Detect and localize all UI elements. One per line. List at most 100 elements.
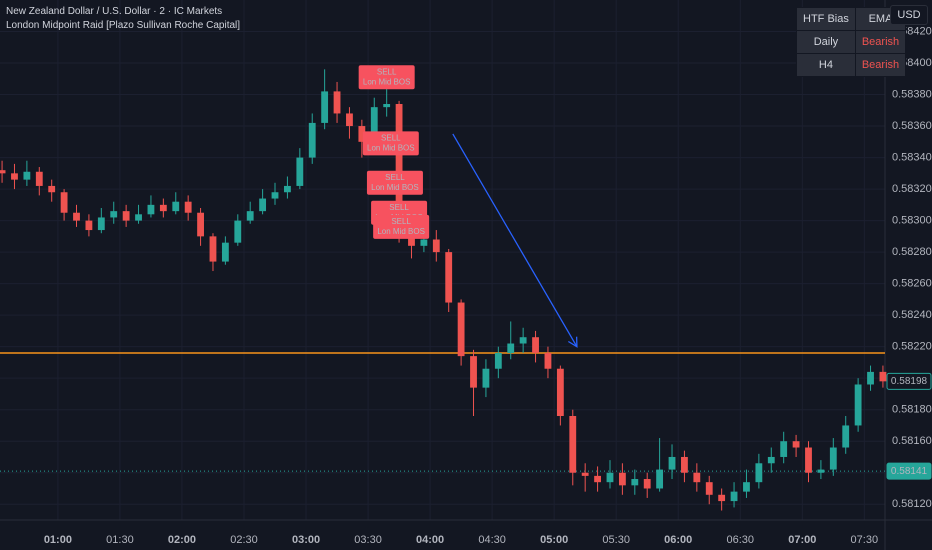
table-cell: Bearish (854, 53, 907, 77)
price-tag: 0.58141 (891, 466, 928, 477)
candle-body (308, 122, 316, 158)
candle-body (556, 368, 564, 416)
price-tag-box (886, 462, 932, 480)
candle-body (445, 252, 453, 303)
candle-body (135, 214, 142, 221)
candle-body (519, 337, 527, 344)
x-tick-label: 06:30 (726, 534, 754, 546)
x-tick-label: 06:00 (664, 534, 692, 546)
x-tick-label: 04:00 (416, 534, 444, 546)
candle-body (73, 212, 80, 221)
x-tick-label: 02:30 (230, 534, 258, 546)
candle-body (718, 494, 726, 502)
candle-body (532, 337, 539, 353)
signal-text: SELL (377, 67, 397, 76)
table-cell: Daily (796, 30, 856, 54)
candle-body (879, 371, 887, 382)
candle-body (606, 472, 614, 483)
candle-body (494, 352, 502, 369)
candle-body (854, 384, 862, 426)
candle-body (234, 220, 242, 243)
signal-sub: Lon Mid BOS (367, 144, 415, 153)
signal-box (373, 214, 430, 239)
signal-box (366, 170, 423, 195)
candle-body (594, 475, 601, 483)
candle-body (370, 107, 378, 142)
table-cell: H4 (796, 53, 856, 77)
candle-body (209, 236, 217, 262)
candle-body (867, 371, 874, 385)
y-tick-label: 0.58260 (892, 278, 932, 290)
candle-body (668, 456, 676, 470)
y-tick-label: 0.58180 (892, 404, 932, 416)
x-tick-label: 01:30 (106, 534, 134, 546)
candle-body (159, 204, 167, 212)
y-tick-label: 0.58220 (892, 341, 932, 353)
candle-body (395, 104, 403, 234)
candle-body (705, 482, 713, 495)
candle-body (333, 91, 341, 114)
currency-button[interactable]: USD (890, 5, 928, 25)
candle-body (656, 469, 664, 489)
y-tick-label: 0.58300 (892, 215, 932, 227)
candle-body (23, 171, 31, 180)
candle-body (60, 192, 68, 213)
candle-body (693, 472, 701, 483)
candle-body (842, 425, 850, 448)
candle-body (457, 302, 465, 357)
candle-body (829, 447, 837, 470)
table-cell: Bearish (854, 30, 907, 54)
signal-box (358, 65, 415, 90)
candle-body (358, 126, 366, 142)
candle-body (85, 220, 93, 231)
table-header: HTF Bias (796, 7, 856, 31)
x-tick-label: 01:00 (44, 534, 72, 546)
candle-body (11, 173, 18, 180)
candle-body (432, 239, 440, 253)
signal-box (362, 131, 419, 156)
x-tick-label: 07:30 (851, 534, 879, 546)
candle-body (780, 441, 788, 457)
candle-body (48, 185, 56, 193)
candle-body (97, 217, 105, 231)
candle-body (221, 242, 229, 262)
candle-body (172, 201, 180, 212)
candle-body (730, 491, 738, 502)
candle-body (420, 239, 428, 246)
candle-body (569, 416, 577, 473)
y-tick-label: 0.58120 (892, 498, 932, 510)
candle-body (383, 104, 391, 108)
candle-body (544, 352, 552, 369)
y-tick-label: 0.58160 (892, 435, 932, 447)
candle-body (681, 456, 688, 473)
signal-text: SELL (389, 203, 409, 212)
signal-sub: Lon Mid BOS (363, 77, 411, 86)
trend-arrow (452, 133, 578, 347)
candle-body (296, 157, 304, 186)
candle-body (197, 212, 204, 237)
candle-body (482, 368, 490, 388)
candle-body (110, 211, 118, 218)
candle-body (147, 204, 155, 215)
candle-body (122, 211, 130, 221)
candle-body (817, 469, 825, 473)
y-tick-label: 0.58360 (892, 120, 932, 132)
candle-body (767, 456, 775, 464)
candle-body (346, 113, 353, 127)
candle-body (184, 201, 192, 213)
x-tick-label: 05:00 (540, 534, 568, 546)
candle-body (618, 472, 626, 486)
candle-body (643, 479, 651, 489)
indicator-name: London Midpoint Raid [Plazo Sullivan Roc… (6, 20, 241, 31)
y-tick-label: 0.58240 (892, 309, 932, 321)
candle-body (35, 171, 43, 186)
price-tag-box (886, 372, 932, 390)
candle-body (805, 447, 812, 473)
candle-body (631, 479, 639, 486)
signal-text: SELL (385, 173, 405, 182)
chart-title: New Zealand Dollar / U.S. Dollar · 2 · I… (6, 6, 223, 17)
price-tag: 0.58198 (891, 376, 928, 387)
